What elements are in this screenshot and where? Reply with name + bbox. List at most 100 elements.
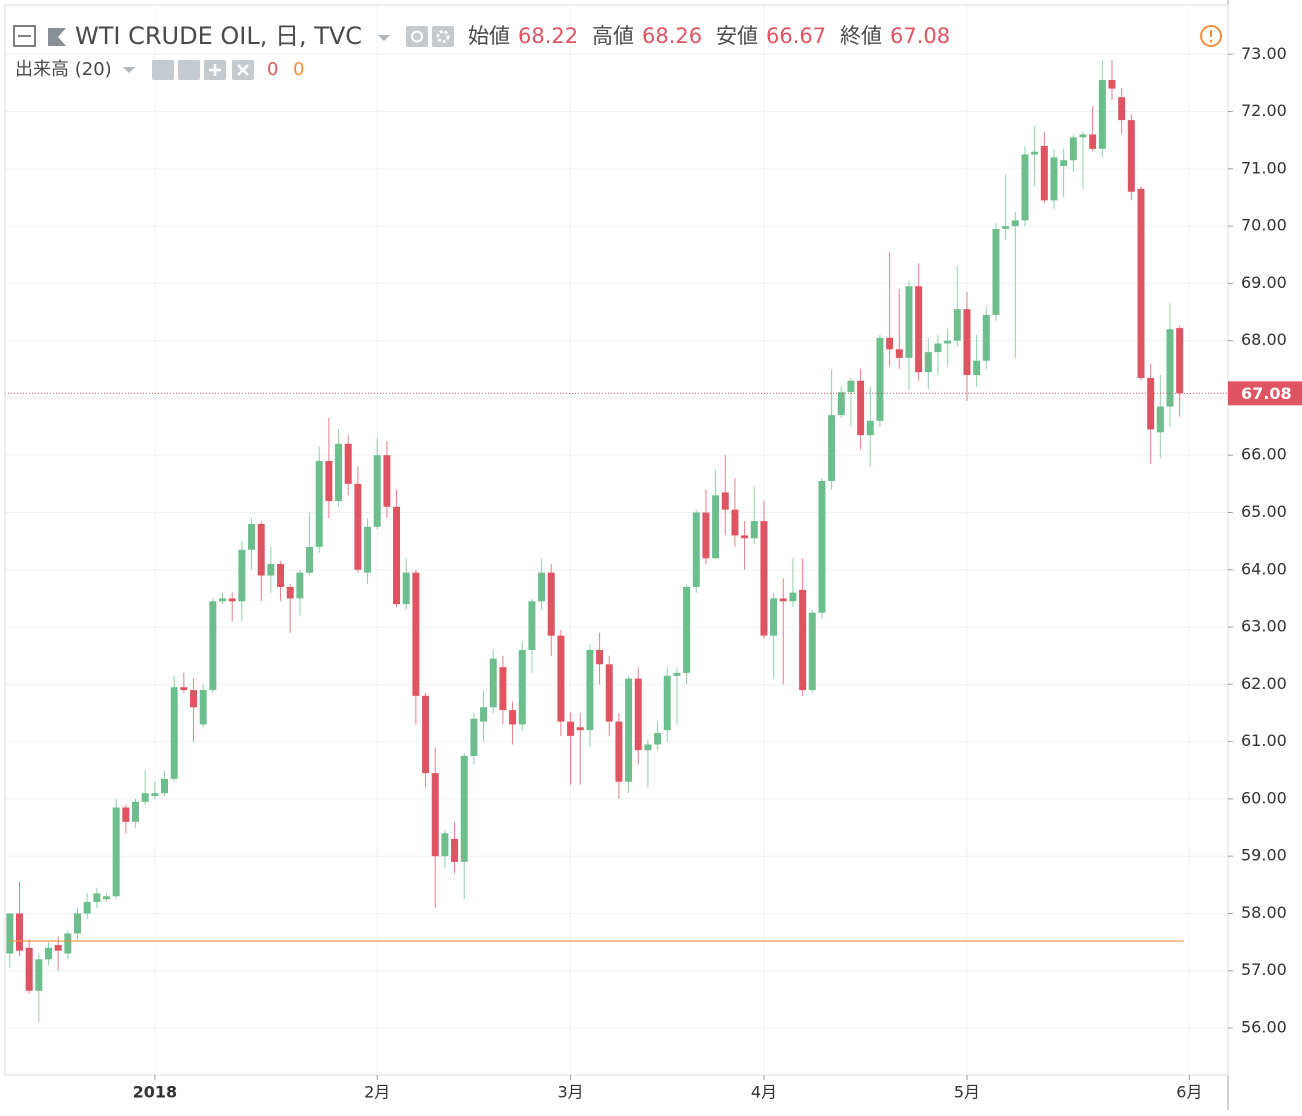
- candle-body: [953, 309, 961, 341]
- settings-button[interactable]: [178, 60, 200, 80]
- x-tick-label: 5月: [954, 1083, 980, 1102]
- gear-icon: [436, 30, 450, 43]
- y-tick-label: 59.00: [1241, 846, 1287, 865]
- candle-body: [518, 649, 526, 725]
- candle-body: [344, 443, 352, 484]
- candle-body: [586, 649, 594, 731]
- candle-body: [209, 601, 217, 691]
- close-icon: [237, 64, 249, 76]
- candle-body: [808, 612, 816, 691]
- candle-body: [770, 598, 778, 636]
- open-label: 始値: [468, 24, 510, 48]
- candle-body: [644, 744, 652, 751]
- candle-body: [1060, 160, 1068, 166]
- y-tick-label: 63.00: [1241, 617, 1287, 636]
- candle-body: [924, 352, 932, 373]
- plot-frame: [4, 4, 1229, 1076]
- plus-icon: [209, 64, 221, 76]
- candle-body: [1011, 220, 1019, 227]
- y-tick-label: 72.00: [1241, 101, 1287, 120]
- y-tick-label: 68.00: [1241, 330, 1287, 349]
- candle-body: [257, 523, 265, 576]
- x-tick-label: 2018: [133, 1083, 178, 1102]
- candle-body: [886, 337, 894, 350]
- candle-body: [93, 893, 101, 903]
- candle-body: [470, 718, 478, 756]
- candle-body: [45, 947, 53, 960]
- candle-body: [866, 420, 874, 436]
- candle-body: [702, 512, 710, 559]
- x-tick-label: 2月: [364, 1083, 390, 1102]
- candle-body: [499, 667, 507, 711]
- volume-ma-value: 0: [293, 59, 304, 80]
- y-tick-label: 64.00: [1241, 559, 1287, 578]
- candle-body: [373, 455, 381, 527]
- candle-body: [828, 415, 836, 482]
- candle-body: [692, 512, 700, 587]
- candle-body: [1098, 80, 1106, 149]
- candle-body: [818, 481, 826, 613]
- dropdown-arrow[interactable]: [378, 35, 390, 41]
- low-label: 安値: [716, 24, 758, 48]
- candle-body: [402, 572, 410, 605]
- last-price-label: 67.08: [1241, 384, 1292, 403]
- settings-button[interactable]: [432, 26, 454, 47]
- candle-body: [412, 572, 420, 696]
- candle-body: [1147, 377, 1155, 430]
- candle-body: [441, 833, 449, 857]
- candle-body: [663, 675, 671, 731]
- candle-body: [596, 649, 604, 665]
- candle-body: [422, 695, 430, 774]
- candle-body: [277, 564, 285, 587]
- candle-body: [141, 793, 149, 802]
- candle-body: [963, 309, 971, 376]
- candle-body: [74, 913, 82, 934]
- visibility-button[interactable]: [406, 26, 428, 47]
- candle-body: [431, 773, 439, 857]
- candle-body: [306, 546, 314, 573]
- candle-body: [905, 286, 913, 358]
- x-tick-label: 3月: [557, 1083, 583, 1102]
- candle-body: [876, 337, 884, 421]
- candle-body: [489, 658, 497, 708]
- y-tick-label: 65.00: [1241, 502, 1287, 521]
- candle-body: [799, 589, 807, 691]
- candle-body: [335, 443, 343, 502]
- candle-body: [170, 687, 178, 779]
- candle-body: [393, 506, 401, 605]
- dropdown-arrow[interactable]: [123, 67, 135, 73]
- symbol-title: WTI CRUDE OIL, 日, TVC: [75, 22, 362, 50]
- candle-body: [731, 509, 739, 536]
- candle-body: [480, 707, 488, 722]
- volume-value: 0: [267, 59, 278, 80]
- candle-body: [35, 959, 43, 991]
- low-value: 66.67: [766, 24, 826, 48]
- candle-body: [741, 535, 749, 539]
- candle-body: [992, 228, 1000, 315]
- last-price-box: [1228, 381, 1302, 406]
- candle-body: [112, 807, 120, 897]
- candle-body: [712, 495, 720, 559]
- candle-body: [760, 521, 768, 636]
- y-tick-label: 61.00: [1241, 731, 1287, 750]
- candle-body: [296, 572, 304, 599]
- x-tick-label: 6月: [1176, 1083, 1202, 1102]
- candle-body: [1156, 406, 1164, 433]
- candle-body: [567, 721, 575, 736]
- candle-body: [132, 801, 140, 822]
- candle-body: [615, 721, 623, 782]
- candle-body: [6, 913, 14, 954]
- x-tick-label: 4月: [751, 1083, 777, 1102]
- candle-body: [557, 635, 565, 722]
- candle-body: [1108, 80, 1116, 89]
- candle-body: [538, 572, 546, 602]
- candle-body: [325, 460, 333, 502]
- candle-body: [654, 733, 662, 745]
- visibility-button[interactable]: [152, 60, 174, 80]
- candle-body: [779, 598, 787, 602]
- candle-body: [895, 349, 903, 358]
- candle-body: [161, 778, 169, 794]
- close-label: 終値: [840, 24, 882, 48]
